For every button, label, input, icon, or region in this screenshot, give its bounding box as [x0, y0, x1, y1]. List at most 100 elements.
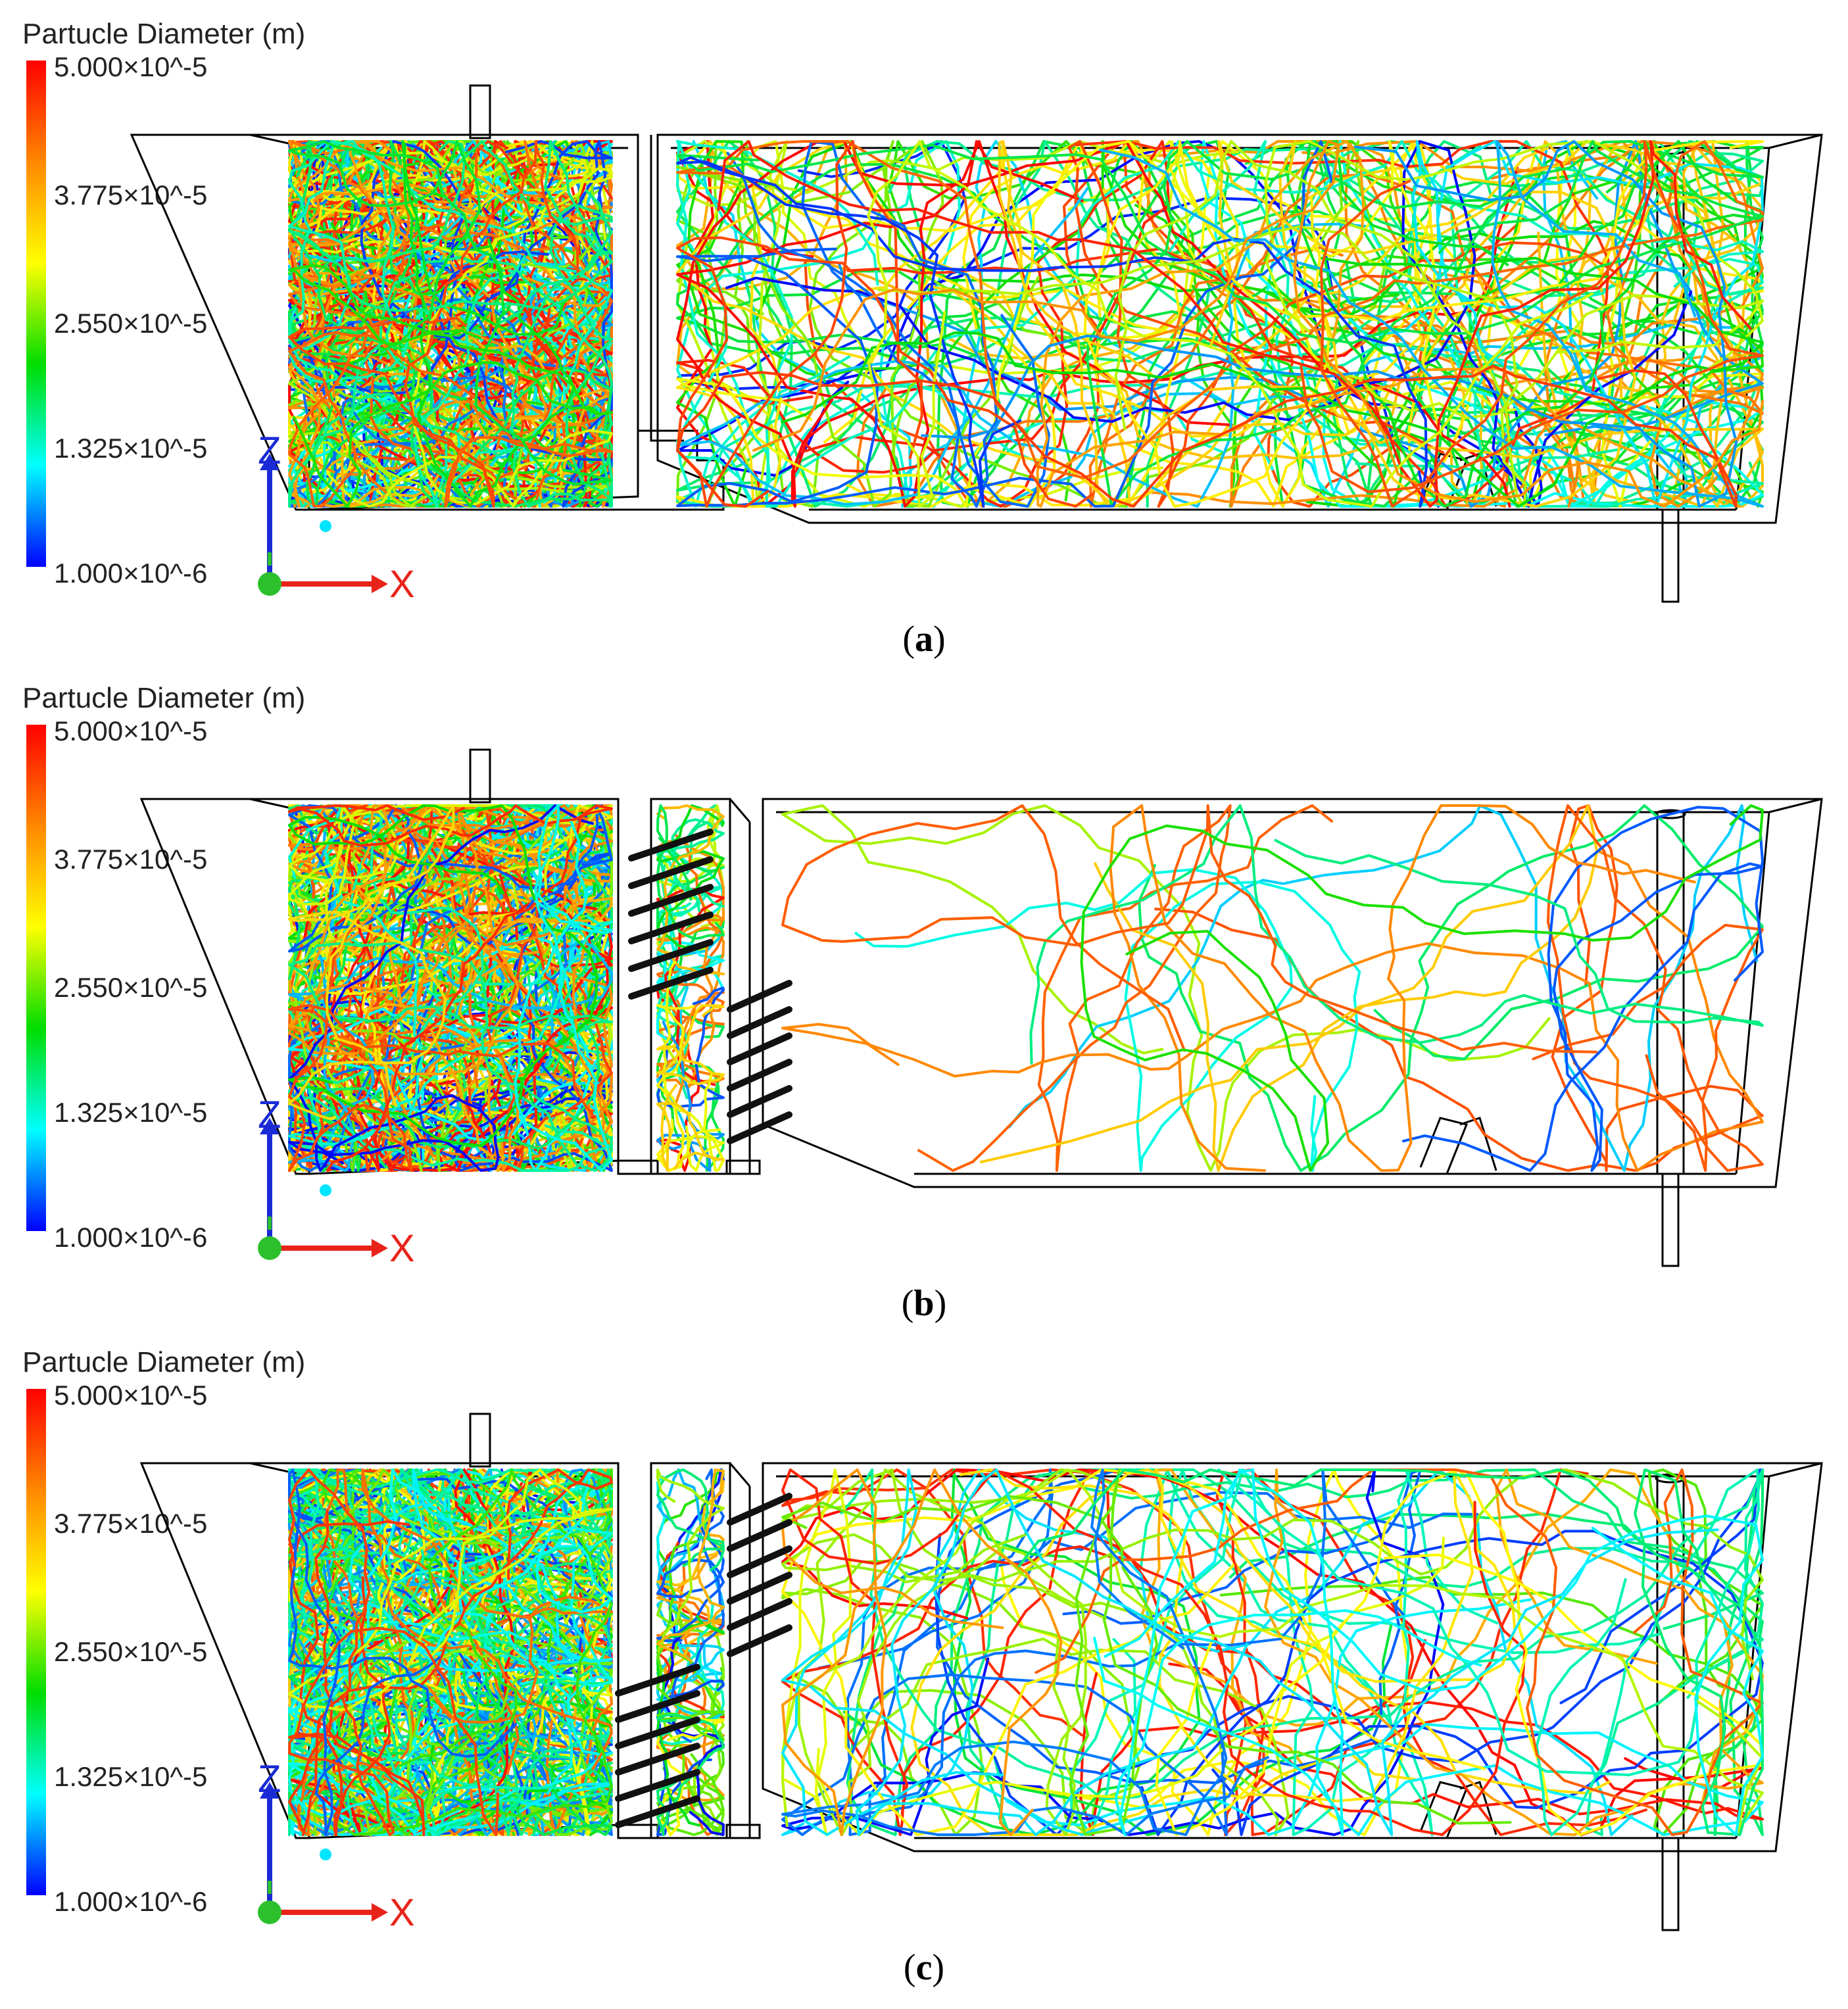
- plate: [727, 1059, 792, 1092]
- origin-marker: [320, 1184, 331, 1196]
- panel-a: Partucle Diameter (m) 5.000×10^-5 3.775×10…: [0, 0, 1848, 658]
- trajectory: [781, 1468, 1445, 1836]
- plate: [727, 980, 792, 1013]
- plate: [727, 1598, 792, 1631]
- origin-y-axis: [258, 572, 281, 596]
- trajectory: [781, 850, 1764, 1172]
- plate: [727, 1624, 792, 1657]
- legend-colorbar: [26, 725, 46, 1231]
- plate: [628, 856, 714, 889]
- legend-tick-label: 3.775×10^-5: [54, 180, 207, 210]
- trajectory: [717, 140, 1752, 508]
- trajectory: [288, 804, 613, 958]
- trajectory: [656, 1468, 725, 1673]
- plate: [727, 1519, 792, 1552]
- legend-tick-label: 5.000×10^-5: [54, 1380, 207, 1411]
- origin-y-axis: [258, 1236, 281, 1260]
- legend-tick-label: 1.000×10^-6: [54, 1222, 207, 1253]
- trajectory: [456, 140, 613, 508]
- trajectory: [656, 1071, 725, 1172]
- trajectory: [656, 1004, 695, 1172]
- legend-tick-label: 1.000×10^-6: [54, 558, 207, 589]
- trajectory: [1155, 1468, 1764, 1836]
- trajectory: [1264, 140, 1764, 420]
- panel-a-caption: (a): [902, 619, 946, 660]
- trajectory: [781, 1468, 1764, 1836]
- trajectory: [288, 1468, 499, 1836]
- trajectory: [656, 804, 725, 940]
- trajectory: [921, 140, 1738, 508]
- trajectory: [867, 140, 1593, 508]
- trajectory: [656, 1468, 725, 1662]
- legend-colorbar: [26, 61, 46, 567]
- trajectory: [288, 804, 455, 1121]
- axis-triad: ZX: [258, 1758, 415, 1934]
- axis-triad: ZX: [258, 1094, 415, 1270]
- z-axis-label: Z: [258, 429, 281, 472]
- trajectory: [656, 1084, 725, 1172]
- chamber-3: [762, 1462, 1823, 1852]
- trajectory: [781, 1468, 1269, 1836]
- trajectory: [781, 1468, 1426, 1836]
- trajectory: [334, 1468, 613, 1836]
- plate: [727, 1032, 792, 1065]
- x-axis-label: X: [389, 1891, 415, 1934]
- trajectory: [288, 1468, 613, 1711]
- legend-tick-label: 1.325×10^-5: [54, 433, 207, 464]
- legend-tick-label: 5.000×10^-5: [54, 51, 207, 82]
- legend-tick-label: 5.000×10^-5: [54, 715, 207, 746]
- plate: [727, 1493, 792, 1526]
- origin-marker: [320, 520, 331, 532]
- legend-tick-label: 3.775×10^-5: [54, 1508, 207, 1539]
- trajectory: [917, 804, 1334, 1172]
- trajectory: [514, 804, 613, 1172]
- trajectory: [661, 960, 725, 1172]
- trajectory: [288, 264, 613, 508]
- trajectory: [361, 1468, 613, 1770]
- x-axis-label: X: [389, 1227, 415, 1270]
- inlet-pipe: [469, 84, 491, 139]
- trajectory: [288, 1552, 613, 1836]
- trajectory: [959, 1468, 1517, 1803]
- trajectory: [656, 1524, 725, 1642]
- trajectory: [1029, 804, 1764, 1065]
- trajectory: [288, 140, 594, 254]
- trajectory: [288, 804, 520, 1076]
- legend-tick-label: 1.325×10^-5: [54, 1097, 207, 1128]
- trajectory: [676, 364, 1738, 508]
- inclined-plates: [615, 1493, 792, 1828]
- chamber-3: [656, 133, 1823, 524]
- trajectory: [288, 804, 613, 1172]
- trajectory: [656, 1468, 725, 1572]
- trajectory: [837, 140, 1764, 508]
- legend-tick-label: 1.325×10^-5: [54, 1761, 207, 1792]
- trajectory: [781, 256, 1764, 508]
- plate: [727, 1572, 792, 1605]
- trajectory: [288, 1468, 518, 1836]
- plate: [727, 1545, 792, 1578]
- panel-c-figure: Partucle Diameter (m)5.000×10^-5 3.775×10…: [22, 1346, 1823, 1934]
- legend-tick-label: 2.550×10^-5: [54, 972, 207, 1003]
- trajectory: [288, 1612, 613, 1836]
- trajectory: [781, 1468, 1634, 1836]
- plate: [628, 967, 714, 1000]
- trajectory: [288, 804, 613, 1150]
- panel-a-figure: Partucle Diameter (m)5.000×10^-5 3.775×10…: [22, 18, 1823, 606]
- legend-colorbar: [26, 1389, 46, 1895]
- trajectory: [781, 1468, 1512, 1836]
- z-axis-label: Z: [258, 1758, 281, 1801]
- trajectory: [676, 140, 1511, 508]
- legend-tick-label: 2.550×10^-5: [54, 308, 207, 339]
- plate: [615, 1795, 700, 1828]
- particle-trajectories: [288, 1468, 1764, 1836]
- trajectory: [288, 804, 613, 948]
- trajectory: [765, 140, 1764, 508]
- plate: [727, 1006, 792, 1039]
- trajectory: [1079, 1662, 1764, 1836]
- outlet-pipe: [1661, 1837, 1680, 1931]
- axis-triad: ZX: [258, 429, 415, 606]
- trajectory: [910, 1468, 1611, 1836]
- plate: [615, 1769, 700, 1802]
- legend-tick-label: 3.775×10^-5: [54, 844, 207, 875]
- legend: Partucle Diameter (m)5.000×10^-5 3.775×10…: [22, 682, 305, 1253]
